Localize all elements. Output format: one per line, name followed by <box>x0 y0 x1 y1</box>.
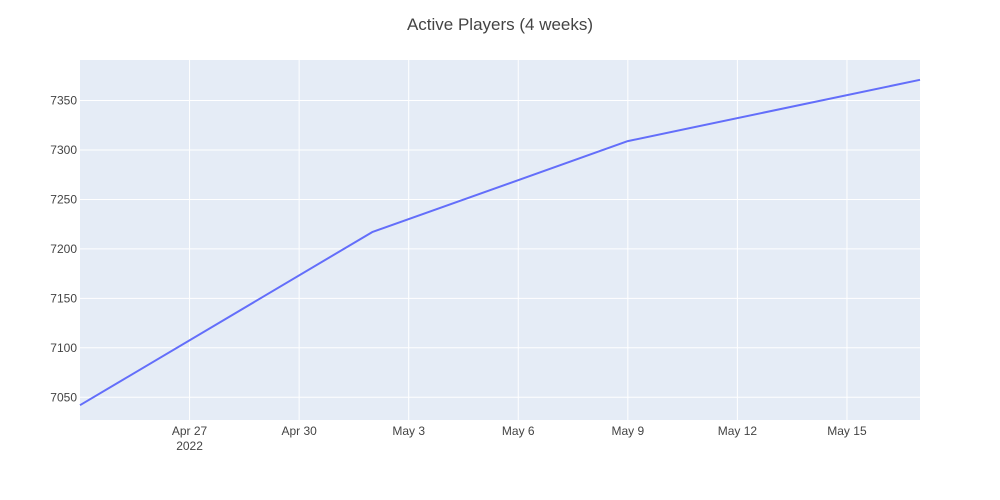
x-tick-label: Apr 30 <box>281 424 317 438</box>
y-tick-label: 7300 <box>50 143 77 157</box>
y-axis: 7050 7100 7150 7200 7250 7300 7350 <box>50 94 77 405</box>
y-tick-label: 7050 <box>50 390 77 404</box>
x-tick-label: May 12 <box>718 424 758 438</box>
y-tick-label: 7350 <box>50 94 77 108</box>
x-tick-label: Apr 27 <box>172 424 208 438</box>
x-tick-label: May 3 <box>392 424 425 438</box>
plot-area <box>80 60 920 420</box>
series-line <box>79 78 921 407</box>
chart-title: Active Players (4 weeks) <box>407 15 593 34</box>
x-tick-label: May 9 <box>611 424 644 438</box>
y-tick-label: 7250 <box>50 192 77 206</box>
y-tick-label: 7100 <box>50 341 77 355</box>
x-tick-year-label: 2022 <box>176 439 203 453</box>
x-tick-label: May 6 <box>502 424 535 438</box>
grid-lines <box>80 60 920 420</box>
series-layer <box>79 78 921 407</box>
x-tick-label: May 15 <box>827 424 867 438</box>
y-tick-label: 7200 <box>50 242 77 256</box>
y-tick-label: 7150 <box>50 291 77 305</box>
